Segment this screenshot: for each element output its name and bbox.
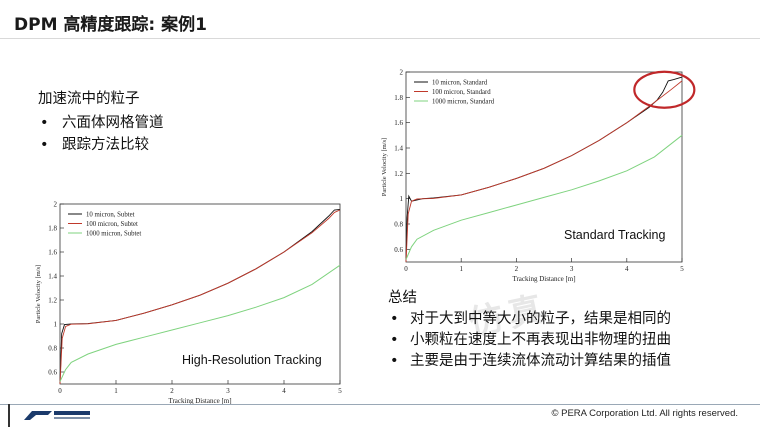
legend-label: 100 micron, Subtet bbox=[86, 221, 138, 228]
y-tick-label: 2 bbox=[54, 201, 58, 209]
highlight-ellipse bbox=[633, 70, 696, 109]
legend-label: 10 micron, Standard bbox=[432, 79, 488, 86]
series-line bbox=[59, 209, 341, 385]
y-tick-label: 1.2 bbox=[48, 297, 57, 305]
legend-label: 1000 micron, Subtet bbox=[86, 230, 141, 237]
legend-label: 1000 micron, Standard bbox=[432, 98, 495, 105]
y-tick-label: 1 bbox=[400, 195, 404, 203]
series-line bbox=[405, 80, 683, 263]
high-resolution-chart-svg: 0 1 2 3 4 5 0.6 0.8 1 1.2 1.4 1.6 1.8 2 Tracking Dista… bbox=[35, 201, 342, 406]
x-tick-label: 0 bbox=[58, 387, 62, 395]
summary-bullet: 主要是由于连续流体流动计算结果的插值 bbox=[388, 351, 671, 372]
slide-title: DPM 高精度跟踪: 案例1 bbox=[14, 15, 207, 35]
x-tick-label: 1 bbox=[459, 265, 463, 273]
y-tick-label: 1.8 bbox=[48, 225, 57, 233]
x-tick-label: 2 bbox=[515, 265, 519, 273]
y-tick-label: 1.6 bbox=[48, 249, 57, 257]
high-resolution-chart: 0 1 2 3 4 5 0.6 0.8 1 1.2 1.4 1.6 1.8 2 Tracking Dista… bbox=[28, 196, 348, 410]
y-tick-label: 1 bbox=[54, 321, 58, 329]
summary-heading: 总结 bbox=[388, 290, 417, 306]
x-tick-label: 1 bbox=[114, 387, 118, 395]
intro-bullet: 六面体网格管道 bbox=[38, 112, 164, 134]
summary-block: 总结 对于大到中等大小的粒子，结果是相同的 小颗粒在速度上不再表现出非物理的扭曲… bbox=[388, 288, 671, 372]
y-tick-label: 0.8 bbox=[48, 345, 57, 353]
legend-label: 10 micron, Subtet bbox=[86, 211, 135, 218]
summary-bullet: 小颗粒在速度上不再表现出非物理的扭曲 bbox=[388, 330, 671, 351]
x-tick-label: 2 bbox=[170, 387, 174, 395]
y-tick-label: 1.6 bbox=[394, 119, 403, 127]
standard-tracking-chart-svg: 0 1 2 3 4 5 0.6 0.8 1 1.2 1.4 1.6 1.8 2 Tracking Dista… bbox=[381, 69, 696, 283]
series-line bbox=[405, 134, 683, 260]
series-line bbox=[59, 264, 341, 382]
y-tick-label: 0.8 bbox=[394, 221, 403, 229]
copyright-text: © PERA Corporation Ltd. All rights reser… bbox=[551, 408, 738, 419]
pera-logo bbox=[24, 411, 90, 420]
corner-mark bbox=[8, 404, 10, 427]
x-tick-label: 4 bbox=[625, 265, 629, 273]
x-axis-label: Tracking Distance [m] bbox=[168, 397, 231, 405]
footer-divider bbox=[0, 404, 760, 405]
x-tick-label: 0 bbox=[404, 265, 408, 273]
x-tick-label: 5 bbox=[338, 387, 342, 395]
y-tick-label: 0.6 bbox=[394, 246, 403, 254]
standard-tracking-caption: Standard Tracking bbox=[562, 228, 668, 242]
y-tick-label: 2 bbox=[400, 69, 404, 77]
x-tick-label: 5 bbox=[680, 265, 684, 273]
intro-block: 加速流中的粒子 六面体网格管道 跟踪方法比较 bbox=[38, 88, 164, 156]
x-axis-label: Tracking Distance [m] bbox=[512, 275, 575, 283]
y-tick-label: 1.4 bbox=[394, 145, 403, 153]
summary-bullet: 对于大到中等大小的粒子，结果是相同的 bbox=[388, 309, 671, 330]
y-tick-label: 0.6 bbox=[48, 369, 57, 377]
x-tick-label: 3 bbox=[226, 387, 230, 395]
x-tick-label: 3 bbox=[570, 265, 574, 273]
standard-tracking-chart: 0 1 2 3 4 5 0.6 0.8 1 1.2 1.4 1.6 1.8 2 Tracking Dista… bbox=[378, 64, 696, 286]
high-resolution-caption: High-Resolution Tracking bbox=[180, 353, 324, 367]
y-tick-label: 1.4 bbox=[48, 273, 57, 281]
intro-heading: 加速流中的粒子 bbox=[38, 91, 140, 107]
y-axis-label: Particle Velocity [m/s] bbox=[381, 138, 388, 196]
legend-label: 100 micron, Standard bbox=[432, 89, 491, 96]
y-axis-label: Particle Velocity [m/s] bbox=[35, 265, 42, 323]
intro-bullet: 跟踪方法比较 bbox=[38, 134, 164, 156]
x-tick-label: 4 bbox=[282, 387, 286, 395]
title-divider bbox=[0, 38, 760, 39]
y-tick-label: 1.2 bbox=[394, 170, 403, 178]
y-tick-label: 1.8 bbox=[394, 94, 403, 102]
